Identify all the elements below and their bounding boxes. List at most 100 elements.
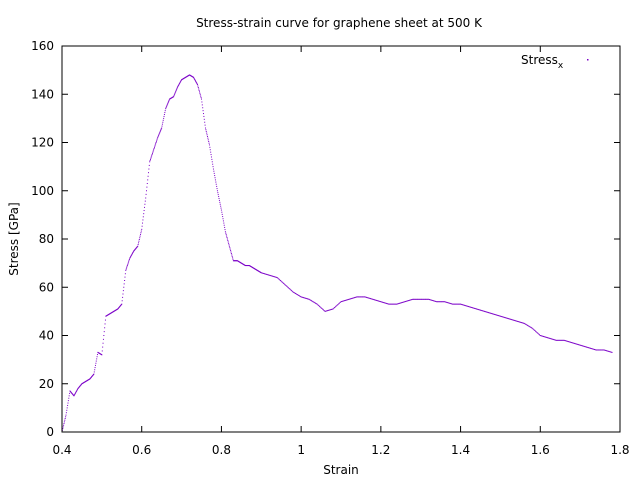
data-point xyxy=(142,216,144,218)
data-point xyxy=(130,256,132,258)
data-point xyxy=(322,308,324,310)
data-point xyxy=(512,319,514,321)
data-point xyxy=(376,300,378,302)
data-point xyxy=(63,421,65,423)
data-point xyxy=(608,350,610,352)
data-point xyxy=(354,296,356,298)
data-point xyxy=(104,323,106,325)
data-point xyxy=(464,305,466,307)
data-point xyxy=(368,297,370,299)
data-point xyxy=(595,349,597,351)
data-point xyxy=(128,259,130,261)
data-point xyxy=(349,298,351,300)
data-point xyxy=(420,298,422,300)
data-point xyxy=(533,329,535,331)
data-point xyxy=(124,279,126,281)
data-point xyxy=(558,339,560,341)
data-point xyxy=(575,343,577,345)
data-point xyxy=(419,298,421,300)
data-point xyxy=(326,310,328,312)
data-point xyxy=(194,79,196,81)
data-point xyxy=(392,303,394,305)
data-point xyxy=(503,316,505,318)
x-tick-label: 0.4 xyxy=(52,443,71,457)
data-point xyxy=(201,98,202,100)
data-point xyxy=(603,349,605,351)
data-point xyxy=(580,344,582,346)
data-point xyxy=(365,296,367,298)
data-point xyxy=(215,181,217,183)
data-point xyxy=(432,300,434,302)
data-point xyxy=(267,274,269,276)
data-point xyxy=(546,337,548,339)
data-point xyxy=(364,296,366,298)
data-point xyxy=(609,351,611,353)
data-point xyxy=(372,298,374,300)
data-point xyxy=(144,203,146,205)
data-point xyxy=(262,272,264,274)
data-point xyxy=(540,335,542,337)
data-point xyxy=(156,139,158,141)
data-point xyxy=(168,99,170,101)
x-tick-label: 1 xyxy=(297,443,305,457)
data-point xyxy=(76,390,78,392)
y-tick-label: 20 xyxy=(39,377,54,391)
data-point xyxy=(547,337,549,339)
data-point xyxy=(448,302,450,304)
data-point xyxy=(231,255,233,257)
data-point xyxy=(216,185,218,187)
data-point xyxy=(301,296,303,298)
data-point xyxy=(471,307,473,309)
data-point xyxy=(417,298,419,300)
data-point xyxy=(147,175,149,177)
data-point xyxy=(362,296,364,298)
data-point xyxy=(357,296,359,298)
data-point xyxy=(63,423,65,425)
data-point xyxy=(597,349,599,351)
data-point xyxy=(397,303,399,305)
data-point xyxy=(228,245,230,247)
data-point xyxy=(165,107,167,109)
data-point xyxy=(293,292,295,294)
data-point xyxy=(220,205,222,207)
data-point xyxy=(524,323,526,325)
data-point xyxy=(123,283,125,285)
data-point xyxy=(338,302,340,304)
data-point xyxy=(231,254,233,256)
data-point xyxy=(195,81,197,83)
data-point xyxy=(526,324,528,326)
data-point xyxy=(384,302,386,304)
chart-title: Stress-strain curve for graphene sheet a… xyxy=(196,16,483,30)
data-point xyxy=(177,86,179,88)
data-point xyxy=(63,424,65,426)
data-point xyxy=(542,335,544,337)
data-point xyxy=(129,257,131,259)
data-point xyxy=(527,324,529,326)
data-point xyxy=(291,290,293,292)
data-point xyxy=(331,308,333,310)
data-point xyxy=(432,300,434,302)
data-point xyxy=(536,332,538,334)
data-point xyxy=(224,229,226,231)
data-point xyxy=(65,412,67,414)
data-point xyxy=(457,303,459,305)
data-point xyxy=(510,318,512,320)
data-point xyxy=(489,312,491,314)
data-point xyxy=(148,164,150,166)
data-point xyxy=(319,306,321,308)
data-point xyxy=(532,328,534,330)
data-point xyxy=(176,87,178,89)
data-point xyxy=(519,321,521,323)
data-point xyxy=(393,303,395,305)
data-point xyxy=(208,142,210,144)
data-point xyxy=(505,317,507,319)
data-point xyxy=(227,241,229,243)
data-point xyxy=(126,267,128,269)
data-point xyxy=(210,151,212,153)
data-point xyxy=(130,255,132,257)
data-point xyxy=(346,299,348,301)
data-point xyxy=(280,280,282,282)
y-tick-label: 100 xyxy=(31,184,54,198)
data-point xyxy=(151,155,153,157)
